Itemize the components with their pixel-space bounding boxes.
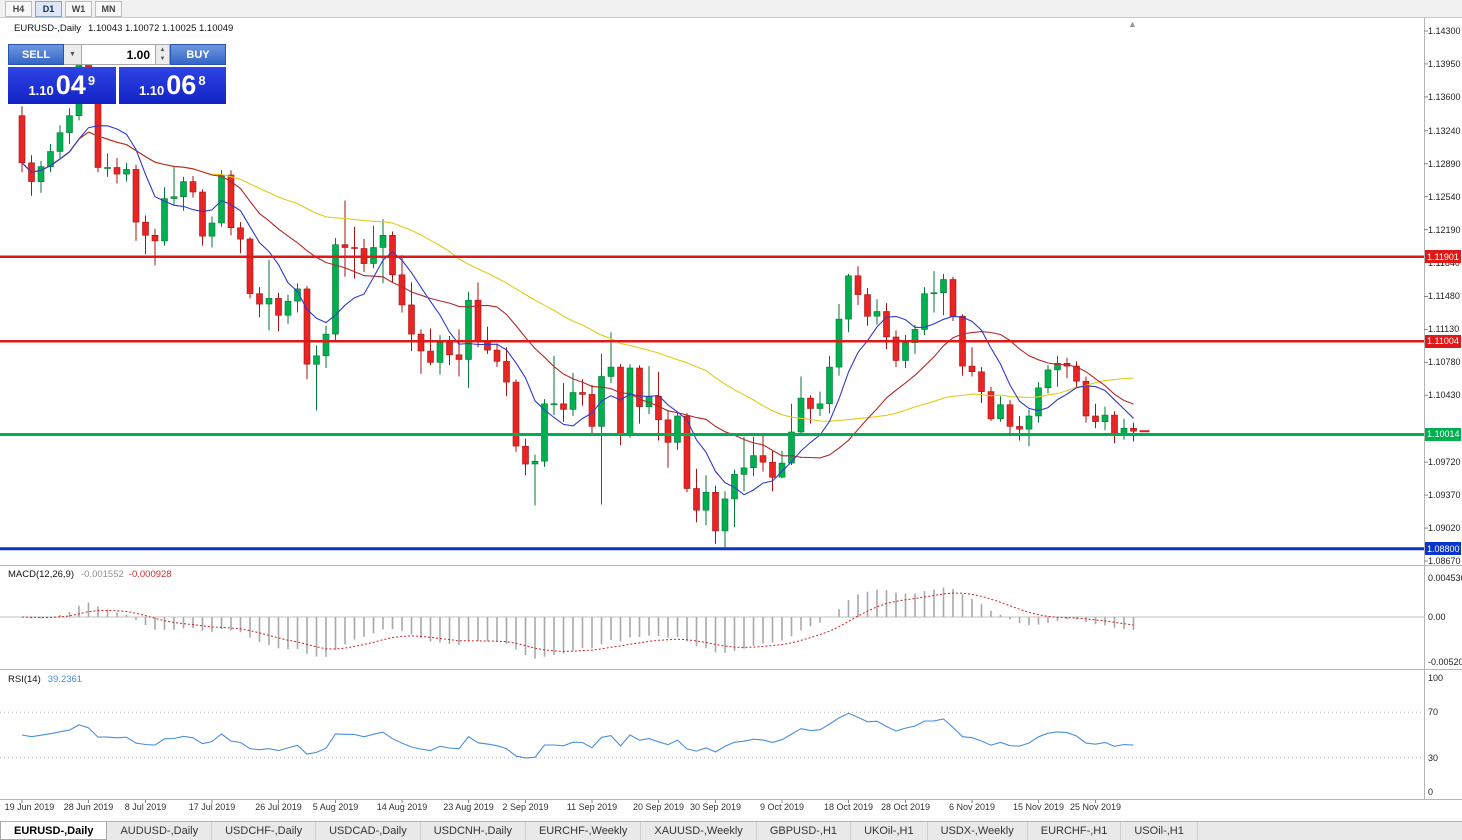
- chart-tab-usdcnh-daily[interactable]: USDCNH-,Daily: [421, 822, 526, 840]
- date-axis-label: 11 Sep 2019: [566, 802, 618, 812]
- buy-price-point: 8: [198, 72, 206, 88]
- date-axis-label: 18 Oct 2019: [823, 802, 874, 812]
- date-axis-label: 28 Jun 2019: [63, 802, 114, 812]
- chart-tab-eurchf-h1[interactable]: EURCHF-,H1: [1028, 822, 1122, 840]
- chart-tab-xauusd-weekly[interactable]: XAUUSD-,Weekly: [641, 822, 757, 840]
- sell-button[interactable]: SELL: [8, 44, 64, 65]
- price-axis-label: 1.13600: [1428, 91, 1461, 102]
- macd-indicator-label: MACD(12,26,9) -0.001552 -0.000928: [8, 569, 172, 580]
- volume-stepper[interactable]: ▲ ▼: [156, 44, 170, 65]
- chart-tab-eurusd-daily[interactable]: EURUSD-,Daily: [0, 822, 108, 840]
- price-axis-label: 1.12890: [1428, 158, 1461, 169]
- sell-price-display[interactable]: 1.10 04 9: [8, 67, 116, 104]
- one-click-trade-panel: SELL ▼ 1.00 ▲ ▼ BUY 1.10 04 9 1.10 06 8: [8, 44, 226, 104]
- price-axis-label: 1.13240: [1428, 125, 1461, 136]
- price-axis-label: 1.11130: [1428, 324, 1460, 335]
- price-axis-label: 1.09720: [1428, 457, 1461, 468]
- buy-price-pips: 06: [166, 70, 197, 100]
- buy-price-prefix: 1.10: [138, 82, 165, 98]
- rsi-scale-label: 100: [1428, 673, 1444, 683]
- chevron-down-icon[interactable]: ▼: [64, 44, 82, 65]
- timeframe-mn-button[interactable]: MN: [95, 0, 122, 17]
- date-axis-label: 26 Jul 2019: [255, 802, 302, 812]
- buy-button[interactable]: BUY: [170, 44, 226, 65]
- sell-price-pips: 04: [55, 70, 86, 100]
- sell-price-prefix: 1.10: [28, 82, 54, 98]
- rsi-name: RSI(14): [8, 674, 41, 685]
- price-line-badge: 1.08800: [1425, 542, 1461, 556]
- macd-scale-label: -0.005205: [1428, 656, 1462, 667]
- chart-tab-gbpusd-h1[interactable]: GBPUSD-,H1: [757, 822, 852, 840]
- date-axis-label: 6 Nov 2019: [948, 802, 996, 812]
- volume-input[interactable]: 1.00: [82, 44, 156, 65]
- price-axis-label: 1.11480: [1428, 291, 1460, 302]
- step-down-icon[interactable]: ▼: [159, 56, 166, 63]
- chart-tab-usdcad-daily[interactable]: USDCAD-,Daily: [316, 822, 421, 840]
- price-axis-label: 1.09370: [1428, 490, 1461, 501]
- price-line-badge: 1.10014: [1425, 427, 1461, 441]
- timeframe-toolbar: H4 D1 W1 MN: [0, 0, 1462, 18]
- price-axis-label: 1.12190: [1428, 224, 1461, 235]
- date-axis-label: 9 Oct 2019: [759, 802, 805, 812]
- price-axis-label: 1.13950: [1428, 58, 1461, 69]
- chart-shift-icon[interactable]: ▲: [1128, 19, 1137, 29]
- price-axis-label: 1.09020: [1428, 523, 1461, 534]
- macd-scale-label: 0.00: [1428, 612, 1446, 622]
- date-axis-label: 28 Oct 2019: [880, 802, 931, 812]
- timeframe-h4-button[interactable]: H4: [5, 0, 32, 17]
- rsi-scale-label: 30: [1428, 752, 1439, 763]
- price-line-badge: 1.11901: [1425, 250, 1461, 264]
- sell-price-point: 9: [87, 72, 96, 88]
- chart-tabs-bar: EURUSD-,Daily AUDUSD-,Daily USDCHF-,Daily U…: [0, 821, 1462, 840]
- date-axis-label: 15 Nov 2019: [1012, 802, 1065, 812]
- price-axis-label: 1.10430: [1428, 390, 1461, 401]
- price-axis-label: 1.10780: [1428, 357, 1461, 368]
- date-axis-label: 2 Sep 2019: [502, 802, 549, 812]
- price-line-badge: 1.11004: [1425, 334, 1461, 348]
- chart-symbol-label: EURUSD-,Daily: [14, 23, 82, 34]
- timeframe-w1-button[interactable]: W1: [65, 0, 92, 17]
- chart-tab-usdx-weekly[interactable]: USDX-,Weekly: [928, 822, 1028, 840]
- rsi-scale-label: 0: [1428, 787, 1434, 797]
- date-axis-label: 17 Jul 2019: [188, 802, 236, 812]
- price-axis-label: 1.12540: [1428, 191, 1461, 202]
- date-axis-label: 30 Sep 2019: [689, 802, 742, 812]
- date-axis-label: 23 Aug 2019: [443, 802, 494, 812]
- date-axis-label: 20 Sep 2019: [632, 802, 685, 812]
- date-axis-label: 25 Nov 2019: [1069, 802, 1122, 812]
- macd-name: MACD(12,26,9): [8, 569, 74, 580]
- chart-tab-ukoil-h1[interactable]: UKOil-,H1: [851, 822, 928, 840]
- macd-scale-label: 0.004536: [1428, 572, 1462, 583]
- rsi-value: 39.2361: [47, 674, 83, 685]
- rsi-indicator-label: RSI(14) 39.2361: [8, 674, 82, 685]
- macd-main-value: -0.001552: [81, 569, 124, 580]
- macd-signal-value: -0.000928: [128, 569, 172, 580]
- date-axis-label: 19 Jun 2019: [4, 802, 55, 812]
- price-axis-label: 1.14300: [1428, 26, 1461, 36]
- rsi-scale-label: 70: [1428, 707, 1439, 718]
- price-axis-label: 1.08670: [1428, 556, 1461, 566]
- chart-title: EURUSD-,Daily 1.10043 1.10072 1.10025 1.1…: [14, 23, 233, 34]
- chart-ohlc-values: 1.10043 1.10072 1.10025 1.10049: [88, 23, 234, 34]
- timeframe-d1-button[interactable]: D1: [35, 0, 62, 17]
- buy-price-display[interactable]: 1.10 06 8: [118, 67, 226, 104]
- chart-tab-eurchf-weekly[interactable]: EURCHF-,Weekly: [526, 822, 642, 840]
- date-axis-label: 8 Jul 2019: [124, 802, 167, 812]
- date-axis-label: 5 Aug 2019: [312, 802, 359, 812]
- step-up-icon[interactable]: ▲: [159, 46, 166, 53]
- chart-tab-audusd-daily[interactable]: AUDUSD-,Daily: [107, 822, 213, 840]
- chart-tab-usoil-h1[interactable]: USOil-,H1: [1121, 822, 1198, 840]
- date-axis-label: 14 Aug 2019: [376, 802, 428, 812]
- chart-tab-usdchf-daily[interactable]: USDCHF-,Daily: [212, 822, 317, 840]
